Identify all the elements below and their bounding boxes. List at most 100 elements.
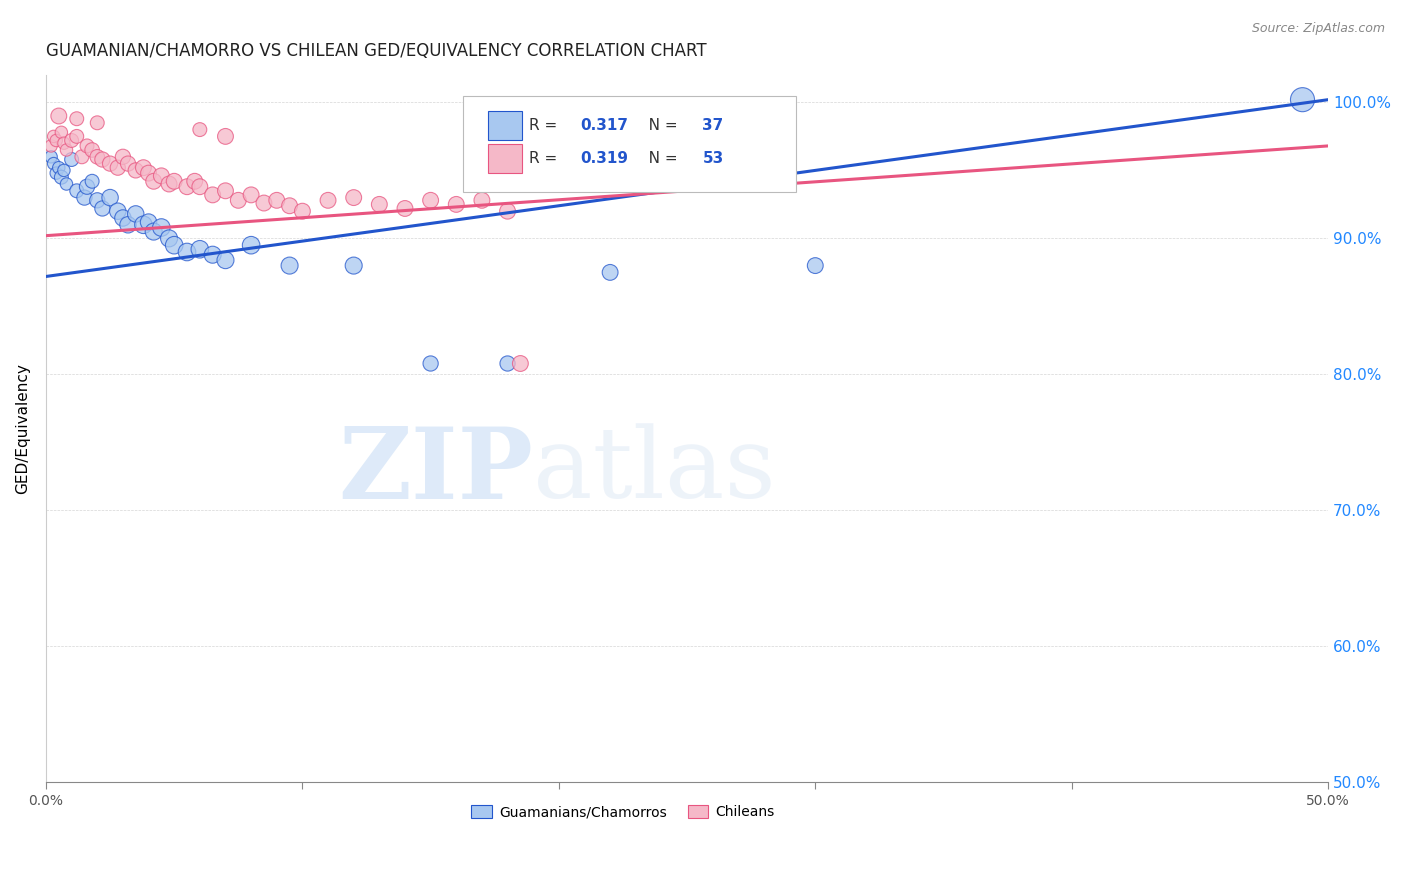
Point (278, 259, 301, 273)
Point (188, 179, 211, 194)
Point (368, 197, 391, 211)
Point (142, 174, 165, 188)
Text: Source: ZipAtlas.com: Source: ZipAtlas.com (1251, 22, 1385, 36)
Point (132, 218, 155, 232)
Point (188, 242, 211, 256)
Text: ZIP: ZIP (339, 423, 533, 520)
Point (73, 191, 96, 205)
Point (111, 211, 134, 225)
Point (201, 248, 224, 262)
Point (188, 122, 211, 136)
Point (752, 153, 775, 167)
Point (91, 202, 114, 216)
Point (291, 204, 314, 219)
Point (66, 112, 89, 126)
Point (419, 357, 441, 371)
Point (39, 139, 62, 153)
Text: N =: N = (634, 118, 683, 133)
Point (86, 150, 108, 164)
Point (214, 184, 236, 198)
Point (419, 194, 441, 208)
Point (111, 150, 134, 164)
Point (52, 136, 75, 151)
Point (278, 199, 301, 213)
Point (48, 161, 70, 175)
Point (240, 187, 263, 202)
Point (176, 244, 198, 259)
Point (150, 220, 173, 235)
Point (45, 133, 67, 147)
Y-axis label: GED/Equivalency: GED/Equivalency (15, 363, 30, 494)
Point (240, 238, 263, 252)
Point (509, 357, 531, 371)
Point (66, 129, 89, 144)
Point (125, 163, 148, 178)
Point (163, 238, 186, 252)
Point (51, 125, 73, 139)
Point (183, 174, 205, 188)
Point (117, 156, 139, 170)
Point (52, 163, 75, 178)
FancyBboxPatch shape (488, 111, 522, 140)
Text: 0.319: 0.319 (581, 151, 628, 166)
Point (471, 194, 494, 208)
Point (201, 187, 224, 202)
Text: 0.317: 0.317 (581, 118, 628, 133)
Point (1291, 93, 1313, 107)
Point (98, 156, 121, 170)
Point (42, 129, 65, 144)
Point (574, 166, 596, 180)
Text: GUAMANIAN/CHAMORRO VS CHILEAN GED/EQUIVALENCY CORRELATION CHART: GUAMANIAN/CHAMORRO VS CHILEAN GED/EQUIVA… (46, 42, 707, 60)
Point (91, 153, 114, 167)
Legend: Guamanians/Chamorros, Chileans: Guamanians/Chamorros, Chileans (465, 800, 780, 825)
FancyBboxPatch shape (488, 144, 522, 174)
Point (446, 197, 468, 211)
Point (157, 231, 180, 245)
Text: atlas: atlas (533, 424, 776, 519)
Point (98, 191, 121, 205)
Point (226, 194, 249, 208)
Point (547, 163, 569, 178)
Point (86, 116, 108, 130)
Point (804, 259, 827, 273)
Point (599, 265, 621, 279)
Point (55, 143, 77, 157)
Point (343, 191, 366, 205)
Point (86, 194, 108, 208)
Point (496, 204, 519, 219)
Point (117, 218, 139, 232)
FancyBboxPatch shape (463, 96, 796, 192)
Text: 37: 37 (703, 118, 724, 133)
Point (39, 150, 62, 164)
Point (266, 194, 288, 208)
Point (176, 179, 198, 194)
Point (150, 169, 173, 183)
Point (676, 150, 699, 164)
Point (66, 184, 89, 198)
Point (70, 150, 93, 164)
Text: N =: N = (634, 151, 683, 166)
Point (132, 161, 155, 175)
Point (55, 177, 77, 191)
Point (214, 253, 236, 268)
Text: 53: 53 (703, 151, 724, 166)
Point (82, 143, 104, 157)
Point (48, 109, 70, 123)
Point (343, 259, 366, 273)
Point (142, 225, 165, 239)
Point (60, 133, 83, 147)
Point (51, 170, 73, 185)
Point (107, 204, 129, 219)
Point (125, 207, 148, 221)
Point (60, 153, 83, 167)
Point (316, 194, 339, 208)
Point (138, 166, 160, 180)
Point (107, 161, 129, 175)
Point (138, 215, 160, 229)
Point (76, 179, 98, 194)
Text: R =: R = (529, 151, 562, 166)
Point (163, 174, 186, 188)
Point (253, 196, 276, 211)
Point (214, 129, 236, 144)
Point (394, 202, 416, 216)
